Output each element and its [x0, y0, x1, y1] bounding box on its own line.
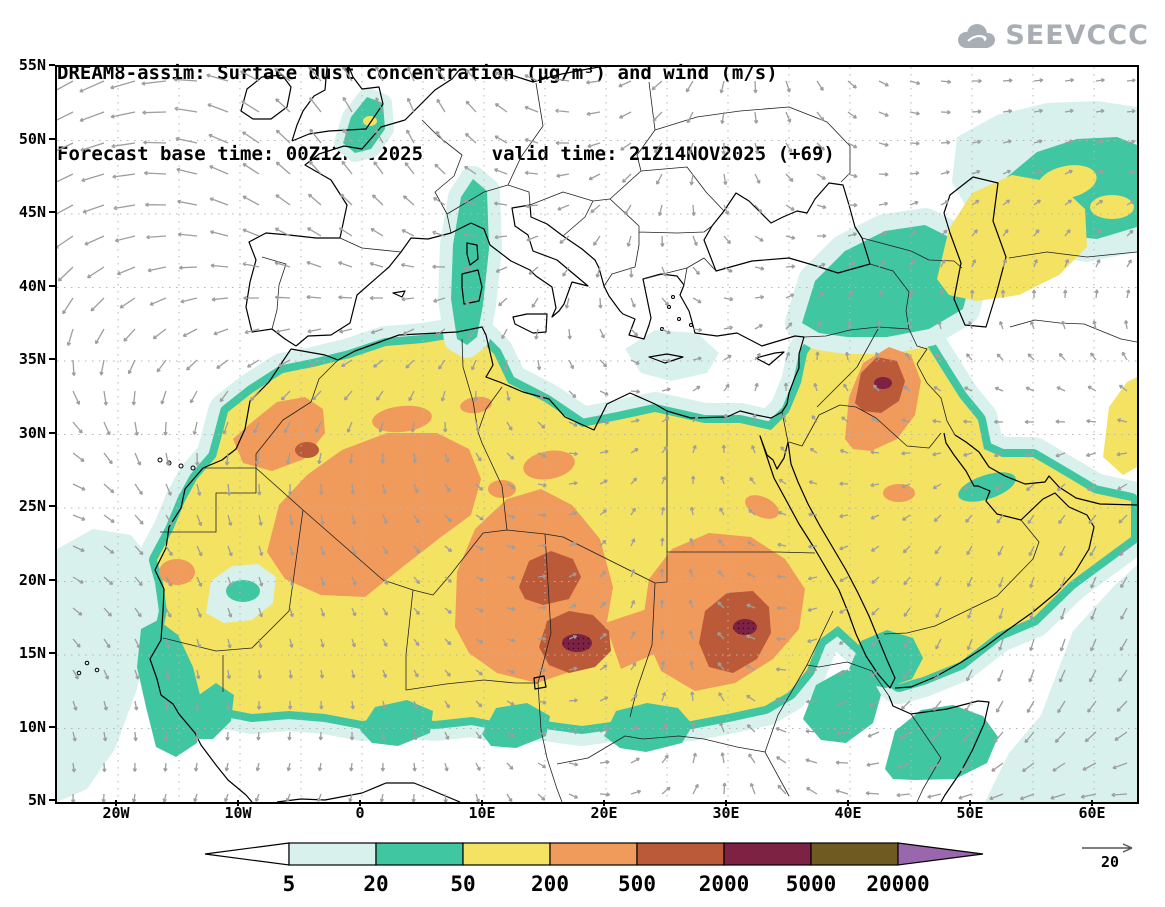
- seevccc-logo: SEEVCCC: [954, 20, 1149, 51]
- lat-tick-label: 50N: [18, 129, 46, 148]
- lon-tick-label: 0: [355, 804, 365, 822]
- wind-scale: 20: [1082, 843, 1133, 870]
- lon-tick-mark: [1091, 800, 1093, 806]
- cloud-icon: [958, 23, 996, 48]
- graticule: [57, 67, 1137, 802]
- lon-tick-label: 60E: [1078, 804, 1106, 822]
- lat-tick-mark: [49, 505, 55, 507]
- lon-tick-label: 40E: [834, 804, 862, 822]
- lon-tick-mark: [359, 800, 361, 806]
- wind-scale-label: 20: [1101, 853, 1119, 870]
- lon-tick-label: 30E: [712, 804, 740, 822]
- colorbar-boundary-label: 20: [363, 872, 388, 896]
- colorbar-boundary-label: 5000: [786, 872, 837, 896]
- lat-tick-mark: [49, 652, 55, 654]
- lat-tick-label: 55N: [18, 56, 46, 74]
- lon-tick-label: 50E: [956, 804, 984, 822]
- wind-arrows: [57, 67, 1136, 802]
- colorbar-boundary-label: 50: [450, 872, 475, 896]
- lat-tick-label: 10N: [18, 717, 46, 736]
- lat-tick-label: 40N: [18, 276, 46, 295]
- lon-tick-mark: [115, 800, 117, 806]
- lon-tick-label: 20W: [102, 804, 130, 822]
- lon-tick-label: 20E: [590, 804, 618, 822]
- lat-tick-mark: [49, 725, 55, 728]
- colorbar-boundary-label: 500: [618, 872, 656, 896]
- colorbar-boundary-label: 5: [283, 872, 296, 896]
- lat-tick-mark: [49, 64, 55, 66]
- colorbar-boundary-label: 200: [531, 872, 569, 896]
- lat-tick-label: 5N: [27, 791, 46, 809]
- lat-tick-mark: [49, 578, 55, 581]
- lat-tick-mark: [49, 284, 55, 287]
- logo-text: SEEVCCC: [1005, 20, 1149, 51]
- lon-tick-mark: [725, 800, 727, 806]
- lon-tick-mark: [847, 800, 849, 806]
- lon-tick-mark: [481, 800, 483, 806]
- lat-tick-mark: [49, 431, 55, 434]
- map-frame: [55, 65, 1139, 804]
- colorbar-boundary-label: 20000: [866, 872, 929, 896]
- colorbar-boundary-label: 2000: [699, 872, 750, 896]
- lat-tick-label: 20N: [18, 570, 46, 589]
- lat-tick-label: 30N: [18, 423, 46, 442]
- coastlines: [76, 67, 1137, 802]
- lat-tick-label: 15N: [18, 644, 46, 662]
- lon-tick-mark: [237, 800, 239, 806]
- lat-tick-label: 25N: [18, 497, 46, 515]
- chart-title-line2: Forecast base time: 00Z12NOV2025 valid t…: [57, 143, 835, 165]
- lat-tick-label: 35N: [18, 350, 46, 368]
- lon-tick-label: 10W: [224, 804, 252, 822]
- lat-tick-mark: [49, 799, 55, 801]
- lat-tick-mark: [49, 211, 55, 213]
- lon-tick-mark: [603, 800, 605, 806]
- lon-tick-label: 10E: [468, 804, 496, 822]
- dust-wind-map: [57, 67, 1137, 802]
- lat-tick-mark: [49, 137, 55, 140]
- lat-tick-mark: [49, 358, 55, 360]
- colorbar-legend: 5 20 50 200 500 2000 5000 20000: [204, 842, 984, 896]
- lon-tick-mark: [969, 800, 971, 806]
- lat-tick-label: 45N: [18, 203, 46, 221]
